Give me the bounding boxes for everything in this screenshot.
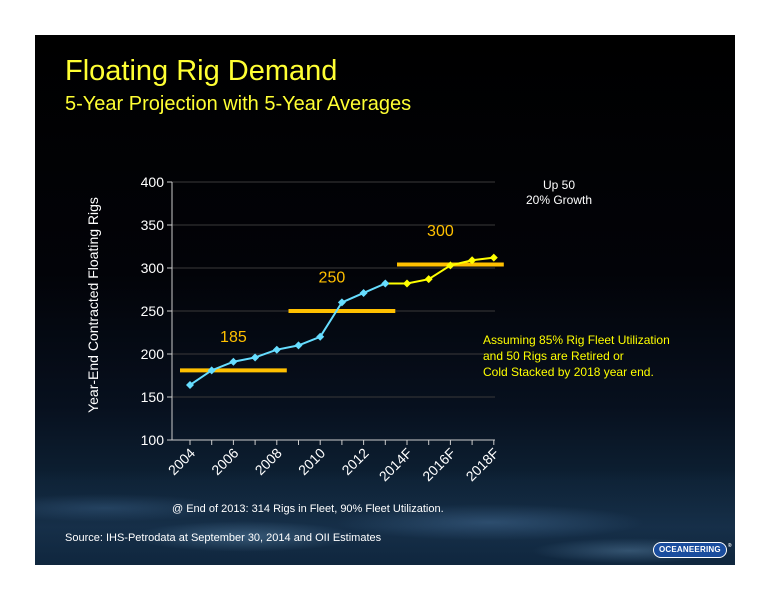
data-point (207, 366, 216, 375)
assumption-line3: Cold Stacked by 2018 year end. (483, 365, 654, 379)
data-point (489, 253, 498, 262)
average-label: 185 (220, 329, 247, 346)
average-bars: 185 250 300 (180, 223, 504, 373)
data-point (403, 279, 411, 288)
growth-annotation-line2: 20% Growth (526, 193, 592, 207)
x-tick-label: 2006 (208, 445, 241, 478)
logo-text: OCEANEERING (659, 545, 721, 554)
y-axis-label: Year-End Contracted Floating Rigs (85, 197, 101, 413)
assumption-line2: and 50 Rigs are Retired or (483, 349, 624, 363)
slide: Floating Rig Demand 5-Year Projection wi… (35, 35, 735, 565)
data-point (359, 288, 368, 297)
y-axis-label-wrap: Year-End Contracted Floating Rigs (83, 185, 103, 425)
x-tick-label: 2008 (252, 445, 285, 478)
data-point (381, 279, 390, 288)
average-label: 300 (427, 223, 454, 240)
data-point (446, 261, 455, 270)
data-point (251, 353, 260, 362)
x-tick-label: 2014F (376, 445, 415, 484)
growth-annotation-line1: Up 50 (543, 178, 575, 192)
data-point (186, 380, 194, 389)
source-note: Source: IHS-Petrodata at September 30, 2… (65, 532, 382, 544)
logo-mark: ® (727, 543, 732, 549)
x-tick-label: 2018F (463, 445, 502, 484)
average-label: 250 (319, 270, 346, 287)
slide-subtitle: 5-Year Projection with 5-Year Averages (65, 93, 412, 115)
data-point (468, 256, 477, 265)
series-line (385, 256, 494, 285)
assumption-line1: Assuming 85% Rig Fleet Utilization (483, 333, 670, 347)
data-point (316, 332, 325, 341)
y-tick-label: 350 (141, 217, 165, 233)
y-tick-label: 100 (141, 432, 165, 448)
x-tick-label: 2016F (419, 445, 458, 484)
x-tick-label: 2010 (295, 445, 328, 478)
y-axis: 100 150 200 250 300 350 400 (141, 174, 173, 448)
series-points (186, 253, 498, 389)
series-line (189, 282, 386, 386)
data-point (424, 275, 433, 284)
data-point (229, 357, 238, 366)
y-tick-label: 150 (141, 389, 165, 405)
data-point (337, 298, 346, 307)
y-tick-label: 250 (141, 303, 165, 319)
x-tick-label: 2012 (338, 445, 371, 478)
oceaneering-logo: OCEANEERING ® (653, 542, 732, 558)
y-tick-label: 200 (141, 346, 165, 362)
y-tick-label: 300 (141, 260, 165, 276)
footnote: @ End of 2013: 314 Rigs in Fleet, 90% Fl… (172, 503, 444, 515)
slide-title: Floating Rig Demand (65, 55, 338, 87)
data-point (294, 341, 303, 350)
underwater-background (35, 470, 735, 565)
x-axis: 2004 2006 2008 2010 2012 2014F 2016F 2018F (165, 439, 502, 484)
y-tick-label: 400 (141, 174, 165, 190)
data-point (272, 345, 281, 354)
x-tick-label: 2004 (165, 445, 198, 478)
